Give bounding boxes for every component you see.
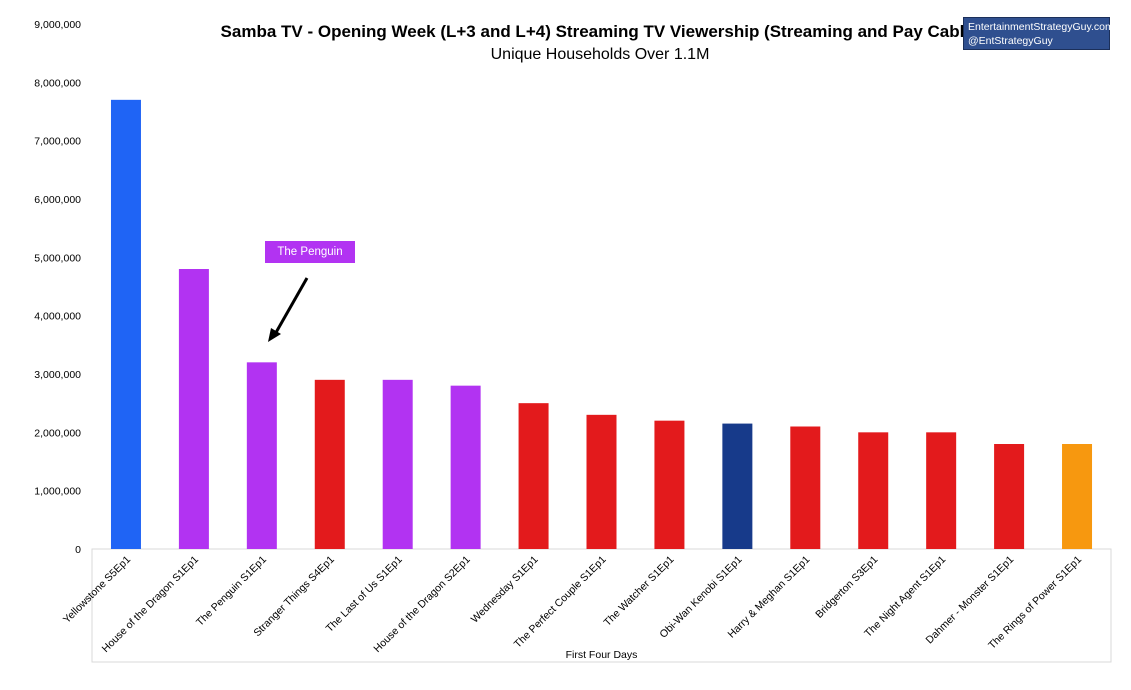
- bar: [382, 379, 413, 549]
- bar: [858, 432, 889, 549]
- y-tick-label: 9,000,000: [34, 19, 81, 31]
- x-tick-label: Wednesday S1Ep1: [469, 554, 541, 626]
- bar: [110, 99, 141, 549]
- y-tick-label: 8,000,000: [34, 77, 81, 89]
- bar: [790, 426, 821, 549]
- bar: [246, 362, 277, 549]
- x-tick-label: The Penguin S1Ep1: [194, 554, 269, 629]
- bar: [1062, 444, 1093, 549]
- bar: [586, 414, 617, 549]
- bar-series: [110, 99, 1093, 549]
- bar: [722, 423, 753, 549]
- y-tick-label: 1,000,000: [34, 486, 81, 498]
- callout-arrow: [268, 277, 309, 342]
- bar: [994, 444, 1025, 549]
- x-tick-label: Yellowstone S5Ep1: [61, 554, 133, 626]
- y-tick-label: 6,000,000: [34, 194, 81, 206]
- callout-label: The Penguin: [265, 241, 355, 263]
- y-axis-ticks: 0 1,000,000 2,000,000 3,000,000 4,000,000 5,0…: [34, 19, 81, 556]
- y-tick-label: 0: [75, 544, 81, 556]
- bar: [926, 432, 957, 549]
- x-tick-label: The Watcher S1Ep1: [601, 554, 676, 629]
- brand-badge: EntertainmentStrategyGuy.com @EntStrateg…: [963, 17, 1114, 50]
- bar: [450, 385, 481, 549]
- brand-handle: @EntStrategyGuy: [968, 35, 1053, 47]
- y-tick-label: 7,000,000: [34, 136, 81, 148]
- chart-title: Samba TV - Opening Week (L+3 and L+4) St…: [220, 22, 980, 41]
- brand-website: EntertainmentStrategyGuy.com: [968, 21, 1114, 33]
- bar: [518, 403, 549, 549]
- bar: [654, 420, 685, 549]
- y-tick-label: 3,000,000: [34, 369, 81, 381]
- x-tick-label: The Last of Us S1Ep1: [324, 554, 405, 635]
- bar: [314, 379, 345, 549]
- y-tick-label: 4,000,000: [34, 311, 81, 323]
- y-tick-label: 5,000,000: [34, 252, 81, 264]
- y-tick-label: 2,000,000: [34, 427, 81, 439]
- x-tick-label: Bridgerton S3Ep1: [813, 554, 880, 621]
- chart-subtitle: Unique Households Over 1.1M: [490, 46, 710, 63]
- bar: [178, 269, 209, 549]
- x-axis-label: First Four Days: [565, 649, 638, 661]
